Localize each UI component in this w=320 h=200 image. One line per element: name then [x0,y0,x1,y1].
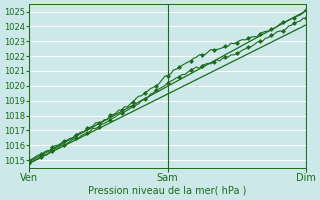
X-axis label: Pression niveau de la mer( hPa ): Pression niveau de la mer( hPa ) [89,186,247,196]
